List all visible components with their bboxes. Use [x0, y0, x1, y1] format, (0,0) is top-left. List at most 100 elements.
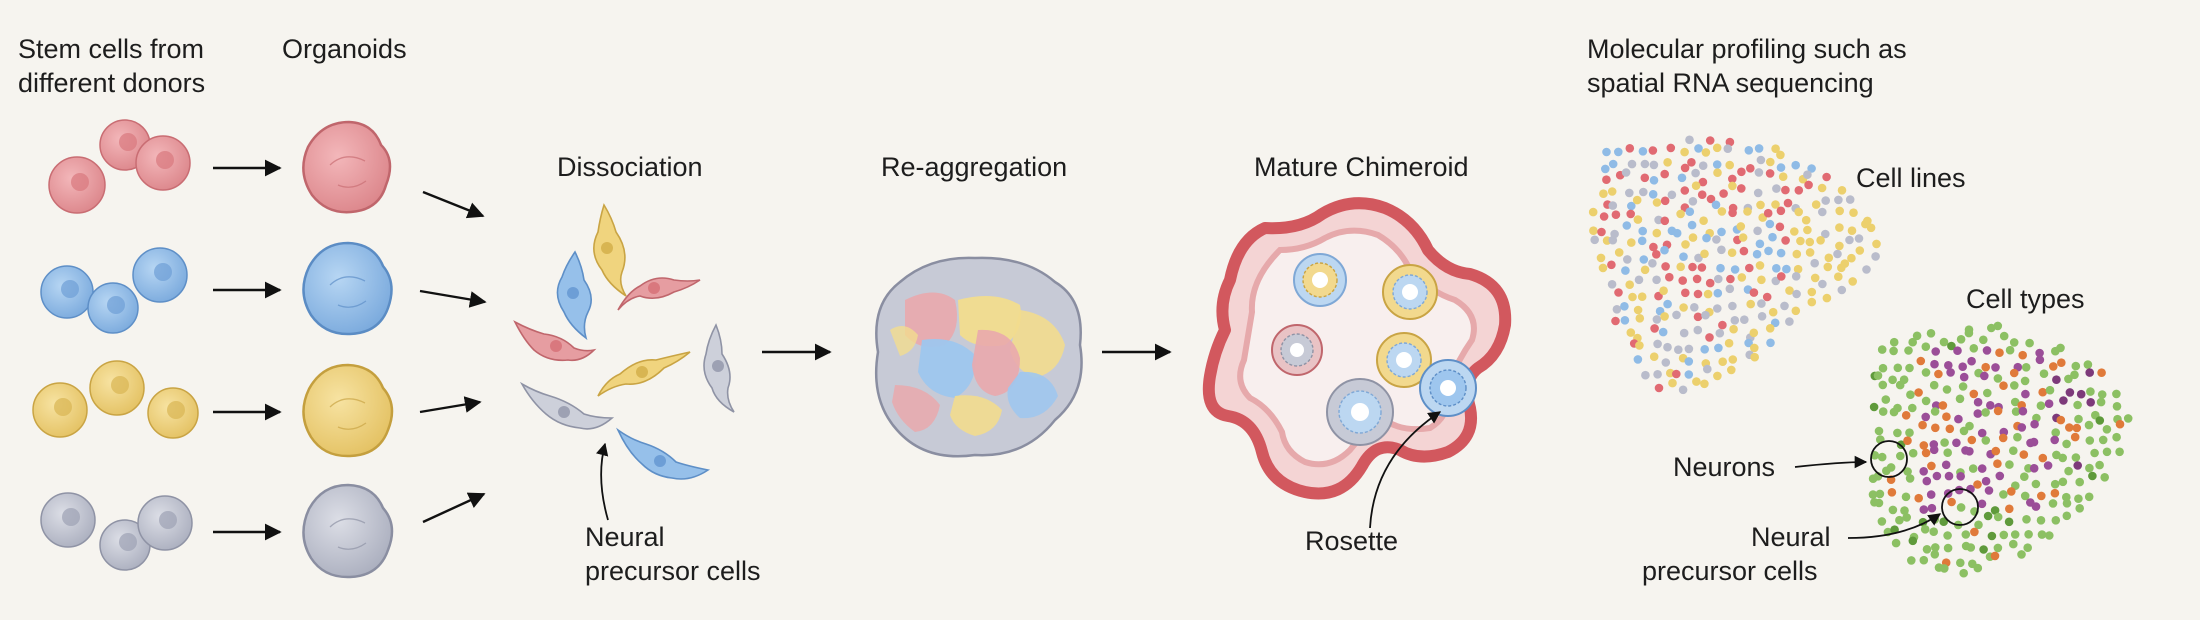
- spot-dot: [1697, 190, 1707, 199]
- spot-dot: [1607, 260, 1616, 270]
- spot-dot: [1685, 207, 1695, 216]
- spot-dot: [1637, 292, 1647, 302]
- spot-dot: [1930, 359, 1939, 369]
- spot-dot: [1660, 312, 1669, 321]
- neurons-highlight-circle: [1870, 440, 1908, 478]
- spot-dot: [1874, 426, 1884, 436]
- spot-dot: [1932, 471, 1942, 481]
- spot-dot: [1712, 143, 1722, 153]
- spot-dot: [1919, 467, 1928, 476]
- spot-dot: [1621, 266, 1630, 275]
- spot-dot: [2097, 368, 2106, 378]
- spot-dot: [1700, 345, 1709, 354]
- spot-dot: [1929, 380, 1939, 390]
- profiling-label-line1: Molecular profiling such as: [1587, 34, 1907, 64]
- spot-dot: [1688, 197, 1698, 206]
- spot-dot: [1930, 550, 1940, 559]
- spot-dot: [1679, 328, 1689, 338]
- spot-dot: [1627, 159, 1637, 169]
- spot-dot: [2065, 388, 2075, 397]
- spot-dot: [1954, 485, 1964, 495]
- spot-dot: [2051, 516, 2061, 525]
- spot-dot: [2074, 414, 2083, 424]
- spot-dot: [1772, 264, 1781, 273]
- spot-dot: [1965, 421, 1974, 431]
- spot-dot: [1801, 215, 1811, 225]
- spot-dot: [1905, 428, 1914, 438]
- spot-dot: [1968, 464, 1978, 473]
- spot-dot: [2095, 416, 2105, 425]
- spot-dot: [1902, 513, 1911, 522]
- spot-dot: [1939, 517, 1948, 526]
- spot-dot: [1993, 321, 2003, 331]
- spot-dot: [2070, 432, 2080, 442]
- spot-dot: [1736, 222, 1746, 231]
- spot-dot: [1688, 233, 1698, 242]
- spot-dot: [1640, 159, 1650, 169]
- spot-dot: [1757, 312, 1767, 321]
- spot-dot: [1658, 327, 1668, 337]
- spot-dot: [1694, 253, 1703, 263]
- spot-dot: [1625, 280, 1634, 290]
- spot-dot: [1973, 563, 1983, 573]
- spot-dot: [1750, 343, 1759, 353]
- cell-types-label: Cell types: [1966, 284, 2085, 314]
- spot-dot: [1980, 371, 1989, 381]
- spot-dot: [1888, 375, 1897, 385]
- spot-dot: [1692, 377, 1701, 386]
- spot-dot: [1785, 317, 1794, 326]
- spot-dot: [1635, 341, 1644, 350]
- spot-dot: [1904, 346, 1913, 355]
- spot-dot: [1620, 302, 1629, 311]
- dissociation-label: Dissociation: [557, 152, 703, 182]
- spot-dot: [1927, 461, 1936, 471]
- spot-dot: [2031, 502, 2041, 511]
- spot-dot: [1660, 196, 1670, 206]
- spot-dot: [2035, 348, 2044, 358]
- spot-dot: [2022, 515, 2031, 524]
- spot-dot: [1666, 143, 1676, 153]
- spot-dot: [2064, 374, 2073, 384]
- spot-dot: [1674, 345, 1683, 355]
- npc-right-label-line1: Neural: [1751, 522, 1831, 552]
- spot-dot: [1891, 538, 1901, 548]
- spot-dot: [1945, 424, 1955, 434]
- spot-dot: [1776, 163, 1786, 172]
- spot-dot: [1943, 448, 1952, 458]
- spot-dot: [1803, 170, 1812, 179]
- spot-dot: [2056, 343, 2065, 353]
- spot-dot: [1877, 517, 1887, 526]
- spot-dot: [2058, 453, 2067, 463]
- spot-dot: [1998, 433, 2008, 443]
- spot-dot: [2064, 466, 2073, 476]
- spot-dot: [1847, 253, 1856, 263]
- mature-chimeroid: [1202, 197, 1512, 500]
- spot-dot: [1634, 275, 1644, 285]
- spot-dot: [1614, 147, 1623, 157]
- spot-dot: [2070, 370, 2079, 380]
- spot-dot: [2084, 492, 2094, 502]
- spot-dot: [1818, 207, 1827, 217]
- spot-dot: [1728, 355, 1738, 364]
- spot-dot: [2062, 439, 2071, 449]
- spot-dot: [1765, 219, 1775, 229]
- spot-dot: [1845, 195, 1855, 204]
- spot-dot: [2010, 397, 2020, 407]
- spot-dot: [2086, 387, 2095, 396]
- spot-dot: [1648, 190, 1658, 199]
- spot-dot: [1877, 452, 1887, 462]
- spot-dot: [1908, 448, 1918, 458]
- spot-dot: [1873, 371, 1883, 380]
- spot-dot: [1855, 246, 1865, 255]
- spot-dot: [2038, 387, 2047, 397]
- spot-dot: [1740, 315, 1749, 325]
- spot-dot: [1676, 209, 1685, 219]
- spot-dot: [2050, 479, 2060, 489]
- spot-dot: [2065, 423, 2074, 432]
- spot-dot: [1730, 265, 1740, 274]
- stem-cells-label-line2: different donors: [18, 68, 205, 98]
- spot-dot: [2098, 435, 2108, 445]
- spot-dot: [1717, 245, 1726, 255]
- spot-dot: [1993, 406, 2003, 416]
- spot-dot: [2058, 477, 2068, 487]
